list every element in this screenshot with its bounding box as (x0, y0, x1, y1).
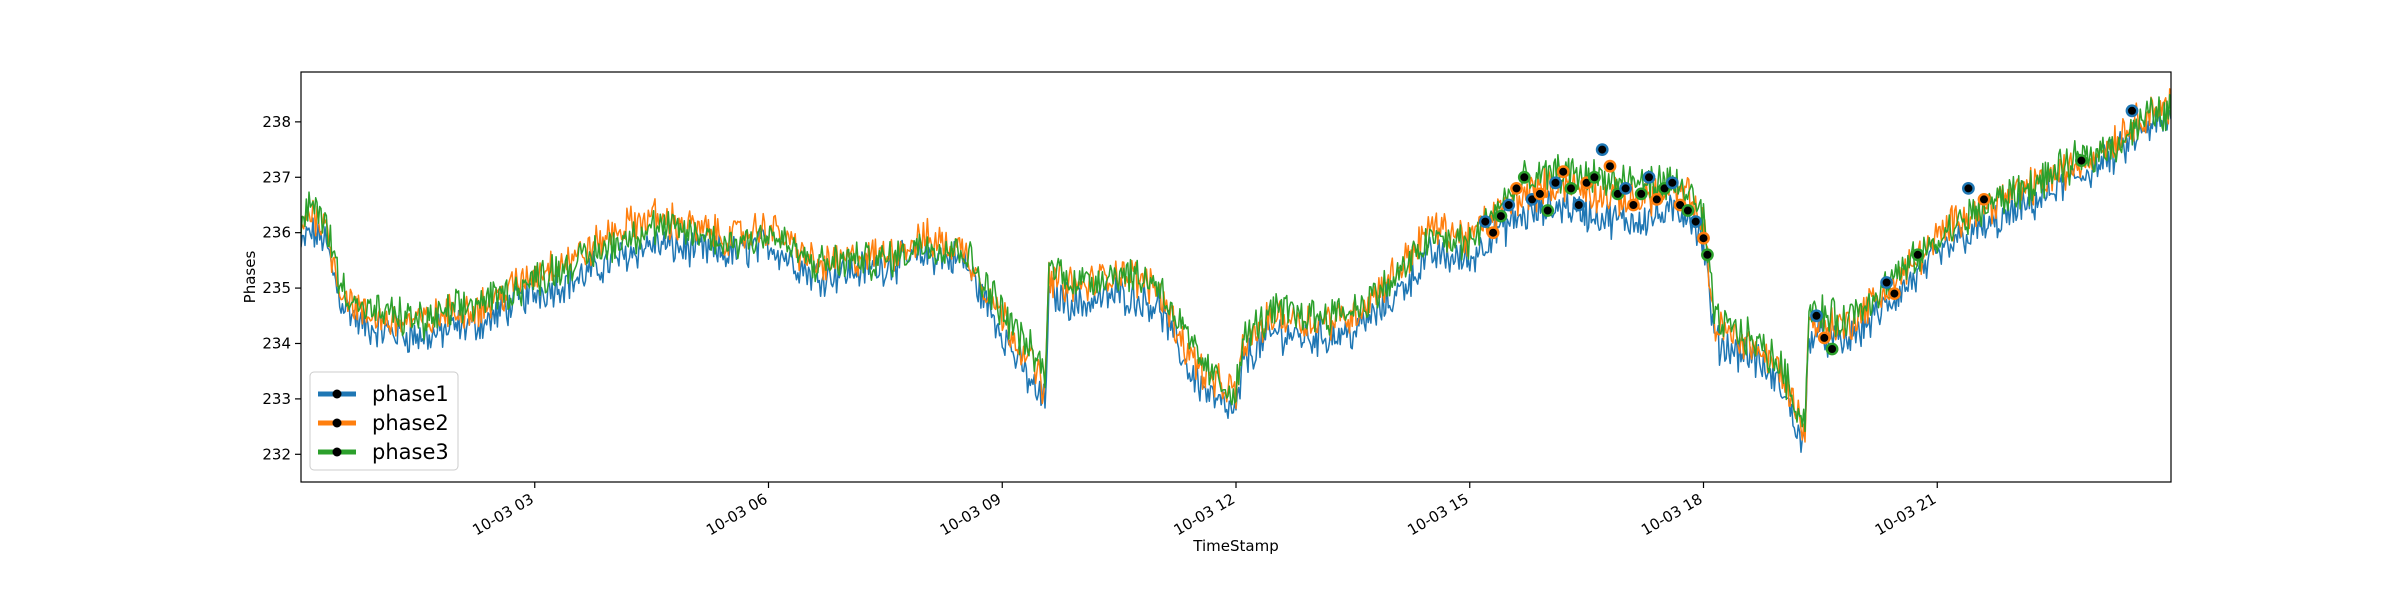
anomaly-marker (1825, 342, 1839, 356)
anomaly-marker (2125, 104, 2139, 118)
x-tick-label: 10-03 09 (937, 490, 1004, 539)
y-tick-label: 233 (262, 390, 291, 408)
anomaly-marker (1486, 226, 1500, 240)
y-tick-label: 236 (262, 224, 291, 242)
anomaly-marker (1817, 331, 1831, 345)
anomaly-marker (1494, 209, 1508, 223)
anomaly-marker (1911, 248, 1925, 262)
y-tick-label: 235 (262, 279, 291, 297)
x-tick-label: 10-03 18 (1638, 490, 1705, 539)
x-axis: 10-03 03 10-03 06 10-03 09 10-03 12 10-03 15… (469, 482, 1939, 539)
anomaly-marker (1564, 181, 1578, 195)
y-tick-label: 232 (262, 445, 291, 463)
anomaly-marker (1588, 170, 1601, 184)
anomaly-marker (1650, 192, 1664, 206)
series-layer (301, 88, 2171, 453)
anomaly-marker (1977, 192, 1991, 206)
x-tick-label: 10-03 12 (1171, 490, 1238, 539)
x-tick-label: 10-03 06 (703, 490, 770, 539)
legend-item-phase3: phase3 (318, 440, 449, 464)
anomaly-marker (1697, 231, 1710, 245)
series-line-phase3 (301, 93, 2171, 433)
anomaly-marker (1556, 165, 1570, 179)
anomaly-marker (1517, 170, 1531, 184)
y-tick-label: 238 (262, 113, 291, 131)
legend-label: phase1 (372, 382, 449, 406)
anomaly-marker (1510, 181, 1523, 195)
anomaly-marker (1880, 276, 1894, 289)
plot-area (301, 88, 2171, 453)
anomaly-marker (1478, 215, 1492, 229)
x-tick-label: 10-03 21 (1872, 490, 1939, 539)
anomaly-marker (1603, 159, 1617, 173)
legend-item-phase1: phase1 (318, 382, 449, 406)
anomaly-marker (1549, 176, 1562, 190)
anomaly-marker (1962, 181, 1975, 195)
anomaly-marker (1888, 287, 1901, 300)
anomaly-marker (1689, 215, 1703, 229)
anomaly-marker (1502, 198, 1516, 212)
anomaly-marker (1619, 181, 1633, 195)
x-tick-label: 10-03 15 (1404, 490, 1471, 539)
anomaly-marker (1595, 143, 1609, 157)
anomaly-marker (1665, 176, 1679, 190)
anomaly-marker (1572, 198, 1586, 212)
legend-label: phase3 (372, 440, 449, 464)
anomaly-marker (1541, 204, 1555, 217)
legend-marker (332, 389, 342, 399)
legend-item-phase2: phase2 (318, 411, 449, 435)
anomaly-marker (1681, 204, 1695, 217)
legend: phase1 phase2 phase3 (309, 371, 459, 471)
anomaly-marker (1642, 170, 1656, 184)
marker-layer (1478, 104, 2139, 356)
anomaly-marker (2074, 154, 2088, 168)
x-tick-label: 10-03 03 (469, 490, 536, 539)
legend-label: phase2 (372, 411, 449, 435)
y-axis: 232 233 234 235 236 237 238 (262, 113, 301, 463)
anomaly-marker (1627, 198, 1640, 212)
anomaly-marker (1810, 309, 1823, 323)
x-axis-title: TimeStamp (1192, 537, 1278, 555)
y-tick-label: 237 (262, 168, 291, 186)
anomaly-marker (1634, 187, 1648, 201)
y-axis-title: Phases (241, 251, 259, 304)
legend-marker (332, 447, 342, 457)
y-tick-label: 234 (262, 334, 291, 352)
anomaly-marker (1701, 248, 1714, 262)
legend-marker (332, 418, 342, 428)
anomaly-marker (1533, 187, 1547, 201)
